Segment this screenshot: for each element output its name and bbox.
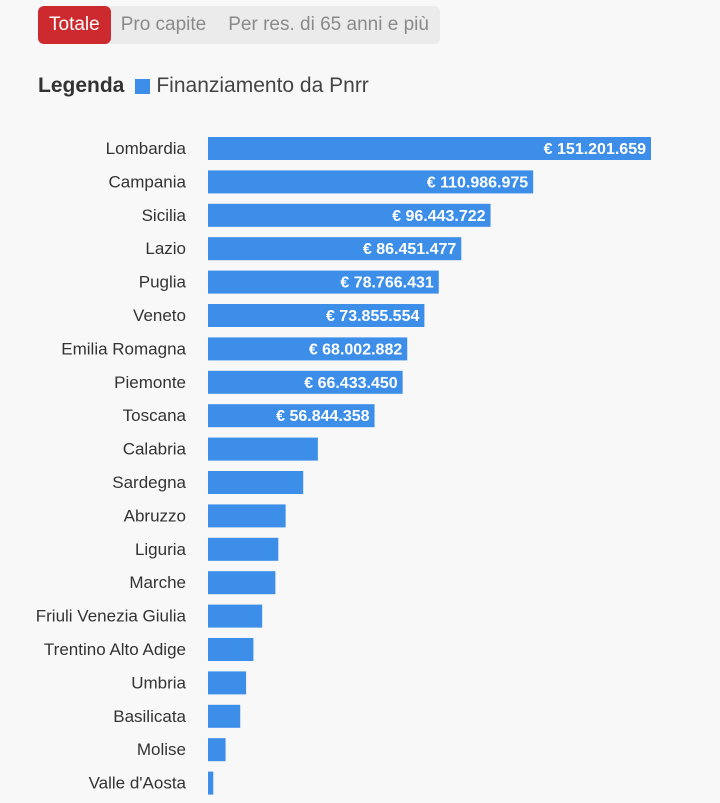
bar[interactable] <box>208 704 241 728</box>
category-label: Campania <box>109 172 187 191</box>
bar[interactable] <box>208 638 254 661</box>
bar[interactable] <box>208 504 286 528</box>
bar[interactable] <box>208 270 439 294</box>
category-label: Basilicata <box>113 707 186 726</box>
bar[interactable] <box>208 370 403 394</box>
category-label: Sicilia <box>142 206 187 225</box>
bar[interactable] <box>208 304 425 327</box>
bar-value-label: € 151.201.659 <box>544 141 646 158</box>
category-label: Sardegna <box>112 473 186 492</box>
view-toggle: Totale Pro capite Per res. di 65 anni e … <box>38 6 440 44</box>
bar-value-label: € 68.002.882 <box>309 341 403 358</box>
category-label: Friuli Venezia Giulia <box>36 607 187 626</box>
bar[interactable] <box>208 571 276 595</box>
bar-chart: Lombardia € 151.201.659 Campania € 110.986.… <box>36 137 651 795</box>
category-label: Lombardia <box>106 139 187 158</box>
legend: Legenda Finanziamento da Pnrr <box>38 74 369 98</box>
bar[interactable] <box>208 404 375 428</box>
legend-series-label: Finanziamento da Pnrr <box>156 74 369 97</box>
category-label: Abruzzo <box>124 506 186 525</box>
bar[interactable] <box>208 604 263 628</box>
bar[interactable] <box>208 537 279 561</box>
bar-value-label: € 86.451.477 <box>363 241 457 258</box>
category-label: Trentino Alto Adige <box>44 640 186 659</box>
bar-value-label: € 110.986.975 <box>427 174 529 191</box>
category-label: Lazio <box>145 239 186 258</box>
bar[interactable] <box>208 237 462 261</box>
bar[interactable] <box>208 203 491 227</box>
bar[interactable] <box>208 671 247 695</box>
category-label: Emilia Romagna <box>61 339 186 358</box>
category-label: Liguria <box>135 540 187 559</box>
bar-value-label: € 78.766.431 <box>340 275 434 292</box>
bar[interactable] <box>208 471 304 494</box>
category-label: Calabria <box>123 440 187 459</box>
tab-per-residente-65[interactable]: Per res. di 65 anni e più <box>228 14 429 35</box>
bar[interactable] <box>208 771 214 795</box>
bar-value-label: € 66.433.450 <box>304 375 398 392</box>
bar[interactable] <box>208 738 226 762</box>
bar[interactable] <box>208 337 408 361</box>
bar[interactable] <box>208 437 318 461</box>
category-label: Toscana <box>123 406 187 425</box>
category-label: Veneto <box>133 306 186 325</box>
legend-title: Legenda <box>38 74 125 97</box>
category-label: Molise <box>137 740 186 759</box>
category-label: Umbria <box>131 673 186 692</box>
bar-value-label: € 96.443.722 <box>392 208 486 225</box>
category-label: Valle d'Aosta <box>89 774 187 793</box>
category-label: Piemonte <box>114 373 186 392</box>
tab-pro-capite[interactable]: Pro capite <box>120 14 207 35</box>
legend-swatch <box>135 78 151 94</box>
category-label: Puglia <box>139 273 187 292</box>
category-label: Marche <box>129 573 186 592</box>
bar[interactable] <box>208 170 534 194</box>
bar[interactable] <box>208 137 651 160</box>
bar-value-label: € 73.855.554 <box>326 308 420 325</box>
bar-value-label: € 56.844.358 <box>276 408 370 425</box>
tab-totale[interactable]: Totale <box>38 6 111 44</box>
